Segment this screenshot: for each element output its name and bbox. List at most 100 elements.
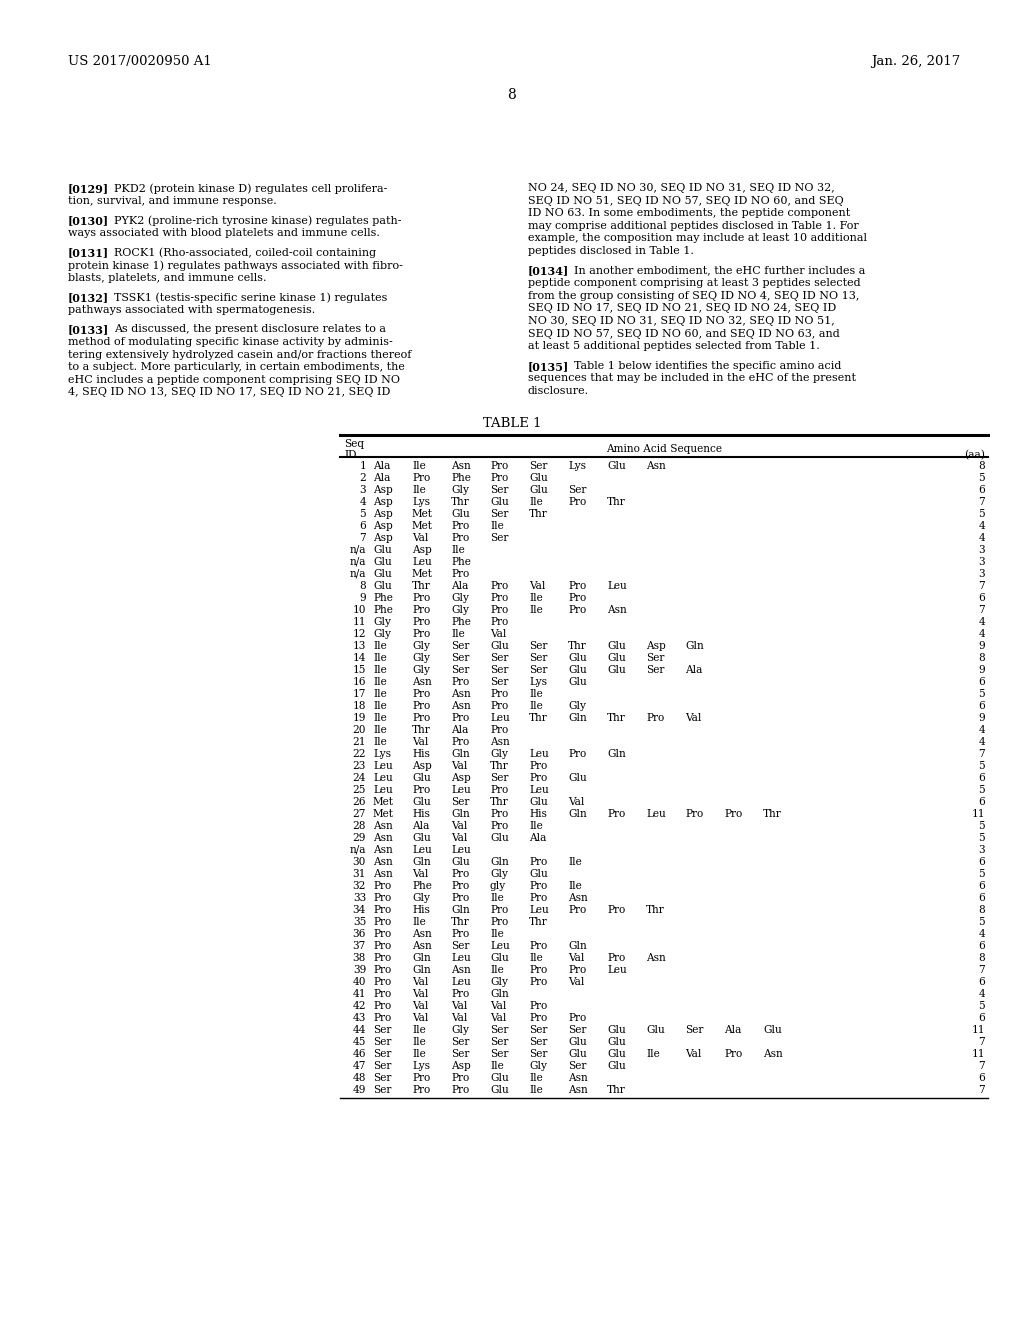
Text: Ile: Ile bbox=[568, 880, 582, 891]
Text: Pro: Pro bbox=[373, 894, 391, 903]
Text: Ile: Ile bbox=[529, 953, 543, 964]
Text: Val: Val bbox=[412, 869, 428, 879]
Text: Ser: Ser bbox=[373, 1026, 391, 1035]
Text: Pro: Pro bbox=[451, 1073, 469, 1082]
Text: Leu: Leu bbox=[373, 785, 393, 795]
Text: Pro: Pro bbox=[451, 521, 469, 531]
Text: Ile: Ile bbox=[529, 1085, 543, 1096]
Text: Gln: Gln bbox=[607, 748, 626, 759]
Text: 4: 4 bbox=[978, 929, 985, 939]
Text: Val: Val bbox=[412, 533, 428, 543]
Text: Pro: Pro bbox=[529, 1012, 547, 1023]
Text: Gln: Gln bbox=[412, 857, 431, 867]
Text: Pro: Pro bbox=[490, 725, 508, 735]
Text: Thr: Thr bbox=[568, 642, 587, 651]
Text: n/a: n/a bbox=[349, 545, 366, 554]
Text: Ile: Ile bbox=[412, 461, 426, 471]
Text: Val: Val bbox=[490, 630, 507, 639]
Text: 25: 25 bbox=[352, 785, 366, 795]
Text: Glu: Glu bbox=[568, 653, 587, 663]
Text: ID: ID bbox=[344, 450, 356, 459]
Text: Ser: Ser bbox=[529, 1049, 548, 1059]
Text: Ser: Ser bbox=[490, 510, 508, 519]
Text: Ile: Ile bbox=[490, 521, 504, 531]
Text: Glu: Glu bbox=[451, 857, 470, 867]
Text: Leu: Leu bbox=[490, 941, 510, 950]
Text: 6: 6 bbox=[978, 857, 985, 867]
Text: Val: Val bbox=[451, 833, 467, 843]
Text: Ile: Ile bbox=[373, 737, 387, 747]
Text: 4: 4 bbox=[978, 737, 985, 747]
Text: Ile: Ile bbox=[490, 929, 504, 939]
Text: Glu: Glu bbox=[607, 1038, 626, 1047]
Text: Ser: Ser bbox=[490, 1026, 508, 1035]
Text: Gln: Gln bbox=[412, 953, 431, 964]
Text: Asn: Asn bbox=[607, 605, 627, 615]
Text: Glu: Glu bbox=[607, 461, 626, 471]
Text: gly: gly bbox=[490, 880, 506, 891]
Text: 8: 8 bbox=[978, 953, 985, 964]
Text: Lys: Lys bbox=[373, 748, 391, 759]
Text: Pro: Pro bbox=[451, 569, 469, 579]
Text: NO 24, SEQ ID NO 30, SEQ ID NO 31, SEQ ID NO 32,: NO 24, SEQ ID NO 30, SEQ ID NO 31, SEQ I… bbox=[528, 183, 835, 193]
Text: 11: 11 bbox=[972, 809, 985, 818]
Text: Gln: Gln bbox=[568, 713, 587, 723]
Text: Met: Met bbox=[412, 569, 433, 579]
Text: Glu: Glu bbox=[568, 1038, 587, 1047]
Text: Leu: Leu bbox=[451, 845, 471, 855]
Text: Ser: Ser bbox=[490, 484, 508, 495]
Text: Ser: Ser bbox=[529, 461, 548, 471]
Text: Asn: Asn bbox=[568, 1085, 588, 1096]
Text: Thr: Thr bbox=[451, 498, 470, 507]
Text: Pro: Pro bbox=[490, 809, 508, 818]
Text: 7: 7 bbox=[978, 581, 985, 591]
Text: peptide component comprising at least 3 peptides selected: peptide component comprising at least 3 … bbox=[528, 279, 860, 288]
Text: 11: 11 bbox=[972, 1026, 985, 1035]
Text: 6: 6 bbox=[978, 1073, 985, 1082]
Text: Ser: Ser bbox=[373, 1049, 391, 1059]
Text: peptides disclosed in Table 1.: peptides disclosed in Table 1. bbox=[528, 246, 694, 256]
Text: Gln: Gln bbox=[451, 906, 470, 915]
Text: Pro: Pro bbox=[490, 616, 508, 627]
Text: Thr: Thr bbox=[763, 809, 781, 818]
Text: Pro: Pro bbox=[373, 906, 391, 915]
Text: 2: 2 bbox=[359, 473, 366, 483]
Text: Ile: Ile bbox=[646, 1049, 659, 1059]
Text: Gln: Gln bbox=[568, 941, 587, 950]
Text: 8: 8 bbox=[359, 581, 366, 591]
Text: Glu: Glu bbox=[490, 642, 509, 651]
Text: pathways associated with spermatogenesis.: pathways associated with spermatogenesis… bbox=[68, 305, 315, 314]
Text: Pro: Pro bbox=[490, 821, 508, 832]
Text: 7: 7 bbox=[978, 965, 985, 975]
Text: Gly: Gly bbox=[490, 748, 508, 759]
Text: 6: 6 bbox=[359, 521, 366, 531]
Text: 8: 8 bbox=[978, 461, 985, 471]
Text: Thr: Thr bbox=[607, 498, 626, 507]
Text: Glu: Glu bbox=[607, 665, 626, 675]
Text: 3: 3 bbox=[359, 484, 366, 495]
Text: Phe: Phe bbox=[373, 593, 393, 603]
Text: Ile: Ile bbox=[490, 965, 504, 975]
Text: Asn: Asn bbox=[373, 869, 393, 879]
Text: Ile: Ile bbox=[373, 677, 387, 686]
Text: Pro: Pro bbox=[490, 593, 508, 603]
Text: Val: Val bbox=[412, 1001, 428, 1011]
Text: Gln: Gln bbox=[451, 748, 470, 759]
Text: Pro: Pro bbox=[490, 701, 508, 711]
Text: 5: 5 bbox=[978, 473, 985, 483]
Text: 24: 24 bbox=[352, 774, 366, 783]
Text: Asn: Asn bbox=[373, 833, 393, 843]
Text: Thr: Thr bbox=[607, 713, 626, 723]
Text: Pro: Pro bbox=[373, 965, 391, 975]
Text: Glu: Glu bbox=[607, 1026, 626, 1035]
Text: Asn: Asn bbox=[646, 953, 666, 964]
Text: Asn: Asn bbox=[451, 689, 471, 700]
Text: Pro: Pro bbox=[529, 857, 547, 867]
Text: 3: 3 bbox=[978, 845, 985, 855]
Text: Thr: Thr bbox=[412, 725, 431, 735]
Text: example, the composition may include at least 10 additional: example, the composition may include at … bbox=[528, 234, 867, 243]
Text: Pro: Pro bbox=[412, 1085, 430, 1096]
Text: 5: 5 bbox=[978, 762, 985, 771]
Text: Ile: Ile bbox=[529, 593, 543, 603]
Text: 18: 18 bbox=[352, 701, 366, 711]
